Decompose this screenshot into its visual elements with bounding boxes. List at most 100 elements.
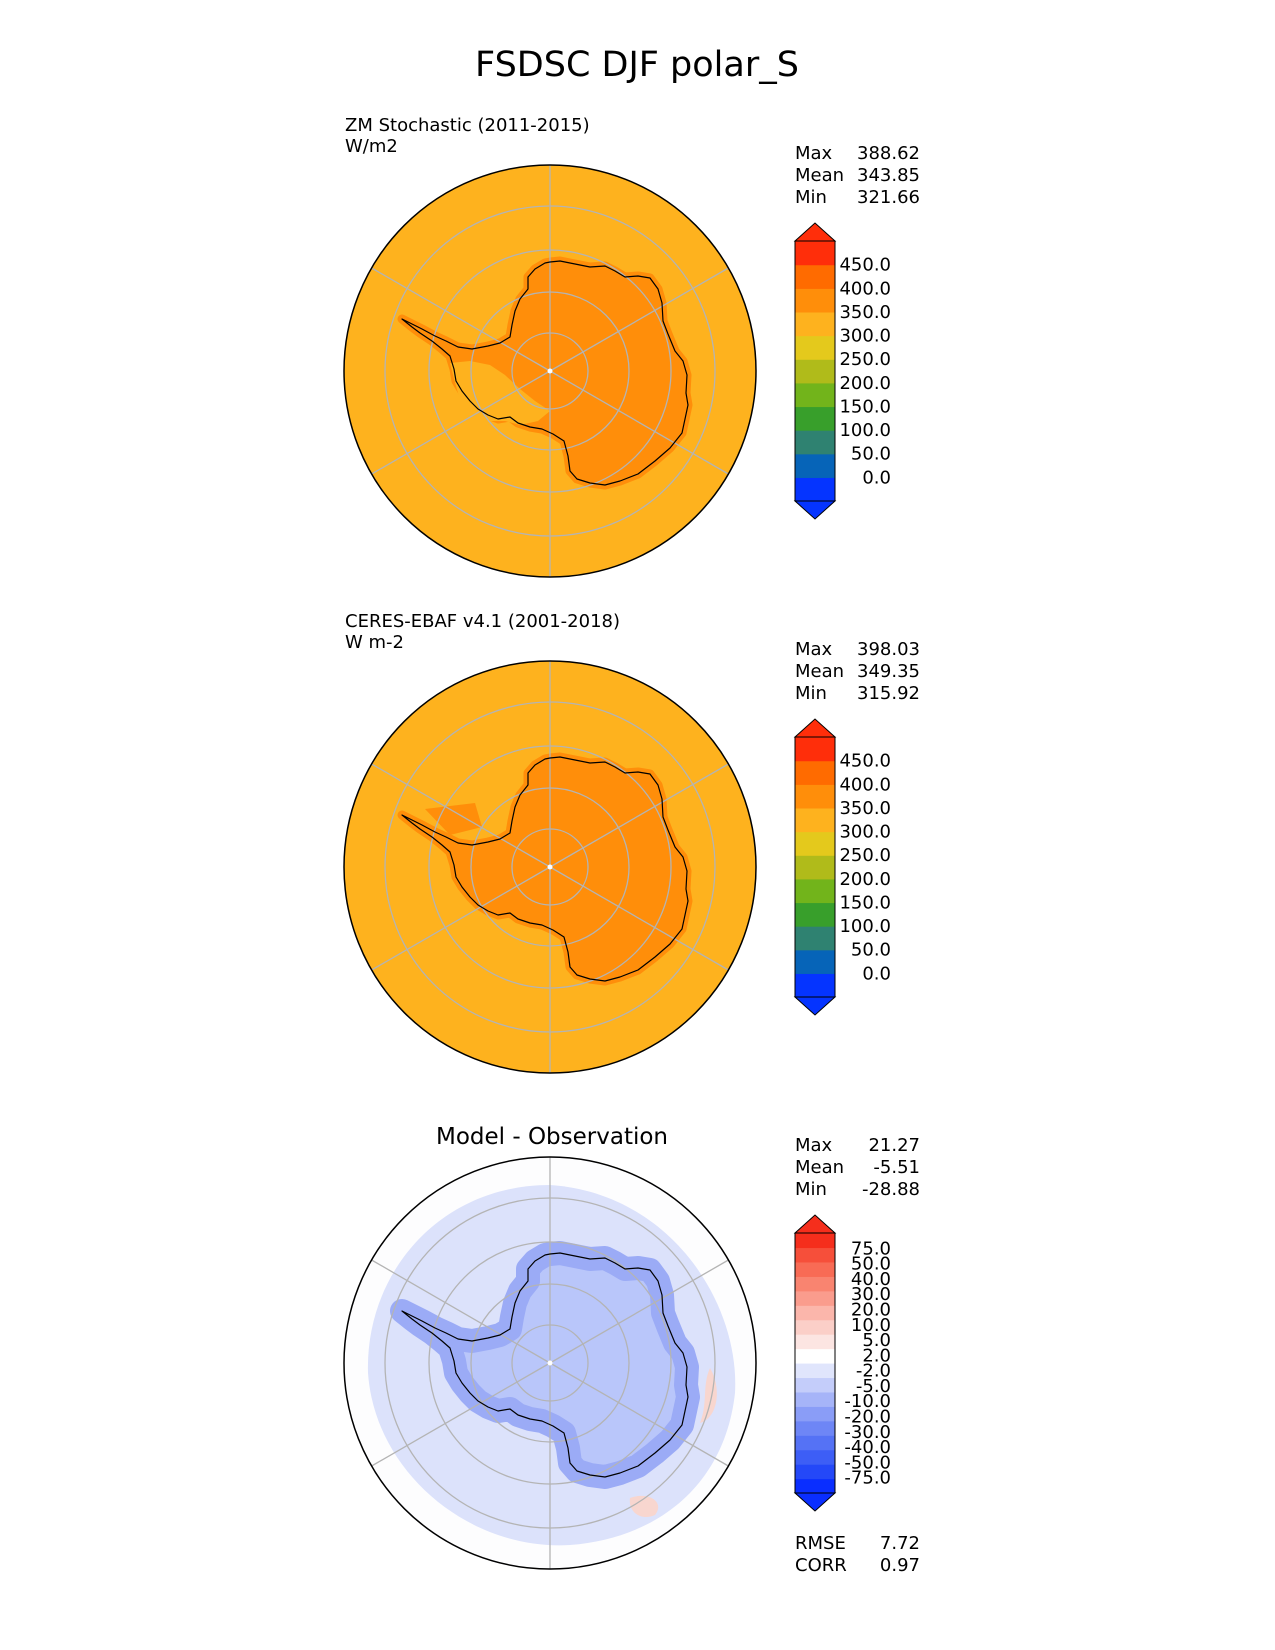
panel-left-title: CERES-EBAF v4.1 (2001-2018)	[345, 611, 620, 632]
meridian-line	[371, 267, 551, 372]
colorbar-segment	[795, 264, 835, 289]
colorbar-segment	[795, 477, 835, 502]
stat-label: CORR	[795, 1555, 847, 1576]
meridian-line	[549, 1259, 729, 1364]
colorbar-segment	[795, 878, 835, 904]
stat-value: 388.62	[857, 143, 920, 164]
polar-map	[343, 660, 757, 1074]
meridian-line	[549, 763, 729, 868]
colorbar-segment	[795, 1420, 835, 1436]
panel-title: Model - Observation	[436, 1124, 668, 1150]
colorbar-tick-label: 350.0	[839, 302, 891, 323]
colorbar-tick-label: 75.0	[851, 1238, 891, 1259]
colorbar-segment	[795, 1348, 835, 1364]
panel-units: W/m2	[345, 136, 398, 157]
stat-value: 321.66	[857, 187, 920, 208]
colorbar-segment	[795, 973, 835, 998]
colorbar-segment	[795, 1334, 835, 1350]
stat-value: -5.51	[873, 1157, 920, 1178]
colorbar-tick-label: 250.0	[839, 845, 891, 866]
meridian-line	[371, 1259, 551, 1364]
land-field	[425, 803, 482, 835]
colorbar-tick-label: -10.0	[844, 1391, 891, 1412]
map-boundary	[343, 660, 757, 1074]
stat-label: RMSE	[795, 1533, 846, 1554]
colorbar-tick-label: 10.0	[851, 1315, 891, 1336]
colorbar-segment	[795, 382, 835, 408]
meridian-line	[371, 370, 551, 475]
colorbar-under-arrow	[793, 996, 837, 1016]
panel-difference: Model - Observation Max 21.27 Mean -5.51 Min…	[343, 1124, 920, 1576]
pole-marker	[547, 864, 553, 870]
colorbar-segment	[795, 784, 835, 809]
colorbar-tick-label: 400.0	[839, 774, 891, 795]
colorbar-tick-label: 250.0	[839, 349, 891, 370]
stat-value: -28.88	[862, 1179, 920, 1200]
stat-value: 343.85	[857, 165, 920, 186]
figure-title: FSDSC DJF polar_S	[475, 45, 799, 85]
colorbar-tick-label: -75.0	[844, 1468, 891, 1489]
stats-block: Max 21.27 Mean -5.51 Min -28.88	[795, 1135, 920, 1200]
stat-label: Max	[795, 143, 833, 164]
stat-label: Max	[795, 1135, 833, 1156]
stats-block: Max 398.03 Mean 349.35 Min 315.92	[795, 639, 920, 704]
colorbar-segment	[795, 335, 835, 360]
stat-value: 315.92	[857, 683, 920, 704]
colorbar-segment	[795, 453, 835, 478]
colorbar-tick-label: 350.0	[839, 798, 891, 819]
colorbar-over-arrow	[793, 222, 837, 242]
colorbar-segment	[795, 1276, 835, 1292]
meridian-line	[371, 866, 551, 971]
colorbar-outline	[794, 1232, 836, 1494]
colorbar-tick-label: 300.0	[839, 822, 891, 843]
map-boundary	[343, 164, 757, 578]
colorbar-segment	[795, 311, 835, 337]
colorbar-segment	[795, 760, 835, 785]
meridian-line	[549, 1362, 729, 1467]
colorbar: 75.050.040.030.020.010.05.02.0-2.0-5.0-1…	[793, 1214, 891, 1512]
colorbar-segment	[795, 1319, 835, 1335]
colorbar-segment	[795, 1464, 835, 1480]
colorbar-outline	[794, 240, 836, 502]
colorbar-tick-label: -50.0	[844, 1452, 891, 1473]
colorbar-tick-label: 30.0	[851, 1284, 891, 1305]
panel-left-title: ZM Stochastic (2011-2015)	[345, 115, 590, 136]
stats-block: Max 388.62 Mean 343.85 Min 321.66	[795, 143, 920, 208]
colorbar-tick-label: -2.0	[856, 1361, 891, 1382]
positive-anomaly-patch	[700, 1368, 717, 1423]
colorbar-segment	[795, 1363, 835, 1379]
error-stats-block: RMSE 7.72 CORR 0.97	[795, 1533, 920, 1576]
colorbar-over-arrow	[793, 1214, 837, 1234]
colorbar-tick-label: 100.0	[839, 916, 891, 937]
colorbar-segment	[795, 949, 835, 974]
colorbar-segment	[795, 1406, 835, 1422]
panel-units: W m-2	[345, 632, 404, 653]
colorbar-tick-label: 300.0	[839, 326, 891, 347]
meridian-line	[549, 866, 729, 971]
colorbar-segment	[795, 1247, 835, 1263]
colorbar-tick-label: 50.0	[851, 1254, 891, 1275]
stat-label: Min	[795, 187, 827, 208]
polar-map	[343, 1156, 757, 1570]
colorbar-under-arrow	[793, 1492, 837, 1512]
colorbar-segment	[795, 737, 835, 762]
positive-anomaly-patch	[629, 1495, 659, 1518]
ice-shelf-field	[450, 361, 550, 425]
colorbar-segment	[795, 1391, 835, 1407]
meridian-line	[549, 370, 729, 475]
stat-value: 21.27	[868, 1135, 920, 1156]
stat-label: Min	[795, 1179, 827, 1200]
stat-label: Min	[795, 683, 827, 704]
colorbar-tick-label: 0.0	[862, 963, 891, 984]
colorbar-tick-label: 50.0	[851, 940, 891, 961]
panel-reference-observation: CERES-EBAF v4.1 (2001-2018) W m-2 Max 398…	[343, 611, 920, 1074]
colorbar-tick-label: -20.0	[844, 1407, 891, 1428]
colorbar-tick-label: 100.0	[839, 420, 891, 441]
colorbar-tick-label: -40.0	[844, 1437, 891, 1458]
colorbar-segment	[795, 1305, 835, 1321]
colorbar-segment	[795, 1261, 835, 1277]
colorbar-tick-label: 150.0	[839, 893, 891, 914]
colorbar-tick-label: 40.0	[851, 1269, 891, 1290]
panel-test-model: ZM Stochastic (2011-2015) W/m2 Max 388.62…	[343, 115, 920, 578]
